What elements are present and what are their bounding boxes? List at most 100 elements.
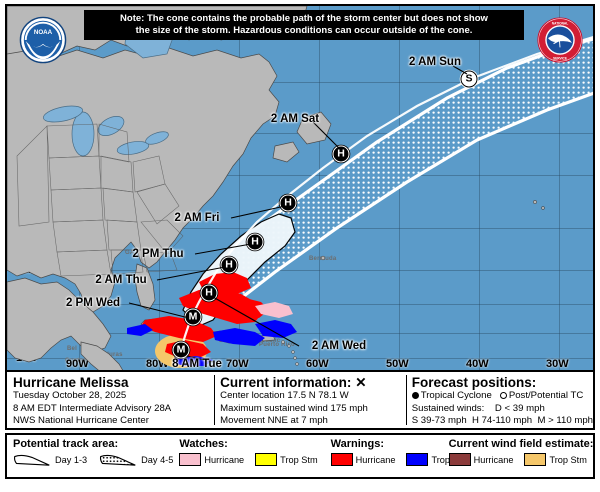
note-line-1: Note: The cone contains the probable pat… <box>120 13 488 24</box>
lon-label-40w: 40W <box>466 358 489 370</box>
legend-potential-track: Potential track area: Day 1-3 Day 4-5 <box>7 435 173 477</box>
wind-cat-h: H 74-110 mph <box>472 415 533 427</box>
geo-label-puerto-rico: Puerto Rico <box>259 342 295 348</box>
warning-hurricane-label: Hurricane <box>355 454 396 465</box>
marker-8am-tue[interactable]: M <box>172 341 190 359</box>
post-potential-tc-icon <box>499 392 507 400</box>
watches-heading: Watches: <box>179 438 228 450</box>
marker-2am-sun[interactable]: S <box>460 70 478 88</box>
time-label-2am-fri: 2 AM Fri <box>174 212 220 224</box>
nws-logo: NATIONAL SERVICE <box>537 17 583 63</box>
warning-hurricane-swatch <box>330 453 353 466</box>
watch-trop-stm-swatch <box>255 453 278 466</box>
warning-trop-stm-swatch <box>406 453 429 466</box>
gridline-30n <box>7 270 593 271</box>
sustained-winds-label: Sustained winds: <box>411 402 485 414</box>
time-label-2am-wed: 2 AM Wed <box>311 340 367 352</box>
day-4-5-label: Day 4-5 <box>141 455 174 465</box>
wind-field-trop-stm-swatch <box>524 453 547 466</box>
cone-day-4-5 <box>201 37 593 317</box>
gridline-25n <box>7 304 593 305</box>
legend-warnings: Warnings: Hurricane Trop Stm <box>325 435 469 477</box>
lon-label-30w: 30W <box>546 358 569 370</box>
time-label-2am-sun: 2 AM Sun <box>409 56 461 68</box>
wind-field-hurricane-swatch <box>448 453 471 466</box>
gridline-40n <box>7 175 593 176</box>
storm-name: Hurricane Melissa <box>13 375 129 390</box>
lon-label-60w: 60W <box>306 358 329 370</box>
svg-text:NATIONAL: NATIONAL <box>552 21 568 25</box>
time-label-8am-tue: 8 AM Tue <box>172 358 222 370</box>
warning-trop-stm-west-cuba <box>127 324 153 336</box>
cone-day-4-5-icon <box>100 454 136 466</box>
gridline-20n <box>7 333 593 334</box>
tropical-cyclone-icon <box>411 392 419 400</box>
forecast-positions-column: Forecast positions: Tropical Cyclone Pos… <box>405 372 593 428</box>
geo-label-ga: GA <box>125 250 135 256</box>
label-leader-lines <box>128 65 468 363</box>
current-information-heading: Current information: ✕ <box>220 375 406 390</box>
post-potential-tc-label: Post/Potential TC <box>508 390 584 402</box>
storm-info-column: Hurricane Melissa Tuesday October 28, 20… <box>7 372 214 428</box>
noaa-logo: NOAA <box>19 16 67 64</box>
watch-hurricane-area <box>255 302 293 318</box>
watch-trop-stm-label: Trop Stm <box>280 454 318 465</box>
marker-2pm-thu[interactable]: H <box>246 233 264 251</box>
gridline-30w <box>559 6 560 370</box>
forecast-map[interactable]: MI WI IL IN OH MO KY WV VA NC SC GA FL L… <box>5 4 595 372</box>
advisory-number: 8 AM EDT Intermediate Advisory 28A <box>13 402 172 414</box>
advisory-info-panel: Hurricane Melissa Tuesday October 28, 20… <box>5 372 595 430</box>
warning-trop-stm-east <box>255 320 297 338</box>
wind-field-trop-stm-label: Trop Stm <box>549 454 587 465</box>
sustained-winds-row: Sustained winds: D < 39 mph <box>412 403 593 415</box>
geo-label-guatemala: Guatemala <box>65 358 98 364</box>
center-location: Center location 17.5 N 78.1 W <box>220 390 349 402</box>
note-line-2: the size of the storm. Hazardous conditi… <box>135 25 473 37</box>
wind-cat-d: D < 39 mph <box>494 402 545 414</box>
watch-hurricane-label: Hurricane <box>204 454 245 465</box>
cone-day-1-3-icon <box>13 454 50 466</box>
marker-2am-fri[interactable]: H <box>279 194 297 212</box>
potential-track-heading: Potential track area: <box>13 438 119 450</box>
svg-text:SERVICE: SERVICE <box>553 56 568 60</box>
gridline-15n <box>7 358 593 359</box>
lon-label-50w: 50W <box>386 358 409 370</box>
current-position-x-icon: ✕ <box>355 375 367 390</box>
warning-trop-stm-hispaniola <box>213 328 265 346</box>
day-1-3-label: Day 1-3 <box>55 455 88 465</box>
max-sustained-wind: Maximum sustained wind 175 mph <box>220 402 368 414</box>
wind-cat-m: M > 110 mph <box>537 415 593 427</box>
wind-field-heading: Current wind field estimate: <box>448 438 594 450</box>
geo-label-bel: Bel <box>67 346 77 352</box>
column-divider-2 <box>405 375 407 425</box>
cone-disclaimer-note: Note: The cone contains the probable pat… <box>84 10 524 41</box>
wind-cat-s: S 39-73 mph <box>411 415 467 427</box>
advisory-date: Tuesday October 28, 2025 <box>13 390 127 402</box>
issuing-agency: NWS National Hurricane Center <box>13 415 149 427</box>
forecast-positions-heading: Forecast positions: <box>411 375 537 390</box>
legend-bar: Potential track area: Day 1-3 Day 4-5 <box>5 433 595 479</box>
legend-wind-field: Current wind field estimate: Hurricane T… <box>443 435 594 477</box>
warning-trop-stm-south <box>173 356 213 366</box>
svg-text:NOAA: NOAA <box>34 29 53 36</box>
forecast-symbol-row: Tropical Cyclone Post/Potential TC <box>411 390 593 402</box>
warning-hurricane-turks <box>223 298 269 318</box>
gridline-50n <box>7 82 593 83</box>
storm-movement: Movement NNE at 7 mph <box>220 415 328 427</box>
lon-label-70w: 70W <box>226 358 249 370</box>
wind-field-hurricane-label: Hurricane <box>473 454 514 465</box>
time-label-2am-sat: 2 AM Sat <box>270 113 320 125</box>
time-label-2pm-wed: 2 PM Wed <box>65 297 121 309</box>
legend-watches: Watches: Hurricane Trop Stm <box>173 435 324 477</box>
current-information-label: Current information: <box>220 375 352 390</box>
current-information-column: Current information: ✕ Center location 1… <box>214 372 406 428</box>
warnings-heading: Warnings: <box>330 438 384 450</box>
tropical-cyclone-label: Tropical Cyclone <box>420 390 492 402</box>
marker-2am-thu[interactable]: H <box>220 256 238 274</box>
gridline-40w <box>479 6 480 370</box>
watch-hurricane-swatch <box>179 453 202 466</box>
marker-2am-sat[interactable]: H <box>332 145 350 163</box>
gridline-70w <box>239 6 240 370</box>
lon-label-90w: 90W <box>66 358 89 370</box>
